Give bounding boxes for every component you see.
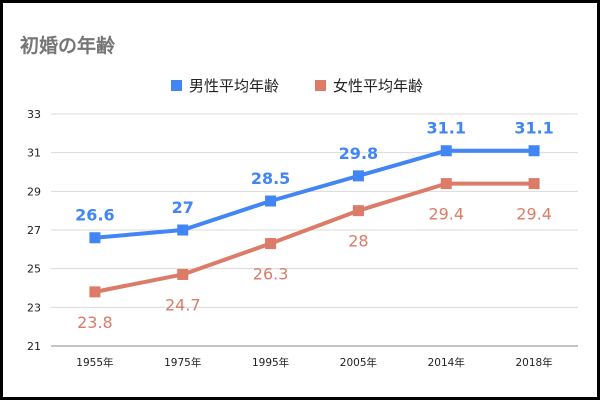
x-tick-label: 2014年 [428,356,465,369]
data-point [528,145,540,157]
x-tick-label: 1975年 [164,356,201,369]
legend: 男性平均年齢 女性平均年齢 [171,77,423,95]
data-label: 23.8 [77,313,113,332]
grid [51,113,578,347]
data-point [177,224,189,236]
data-label: 26.6 [75,206,114,225]
data-point [89,232,101,244]
data-label: 31.1 [427,119,466,138]
legend-label: 男性平均年齢 [189,77,279,95]
legend-label: 女性平均年齢 [333,77,423,95]
y-tick-label: 31 [27,147,41,160]
y-tick-label: 33 [27,108,41,121]
data-label: 29.4 [516,205,552,224]
data-point [352,205,364,217]
data-label: 28 [348,232,368,251]
data-point [352,170,364,182]
data-label: 24.7 [165,295,201,314]
data-label: 26.3 [253,265,289,284]
data-point [528,178,540,190]
y-tick-label: 29 [27,185,41,198]
y-tick-label: 27 [27,224,41,237]
data-label: 27 [172,198,194,217]
legend-swatch [171,80,182,91]
y-tick-label: 23 [27,301,41,314]
y-tick-label: 25 [27,263,41,276]
series-line [94,181,535,294]
y-tick-label: 21 [27,340,41,353]
x-tick-label: 1995年 [252,356,289,369]
x-tick-label: 2005年 [340,356,377,369]
data-label: 31.1 [514,119,553,138]
series-line [94,148,535,240]
chart-title: 初婚の年齢 [20,34,116,57]
data-label: 29.8 [339,144,378,163]
legend-swatch [315,80,326,91]
data-point [440,178,452,190]
data-point [177,268,189,280]
data-label: 28.5 [251,169,290,188]
data-label: 29.4 [428,205,464,224]
x-tick-label: 2018年 [515,356,552,369]
data-point [265,238,277,250]
y-axis: 21 23 25 27 29 31 33 [27,108,41,353]
x-tick-label: 1955年 [76,356,113,369]
data-point [440,145,452,157]
series-layer: 26.6 27 28.5 29.8 31.1 31.1 23.8 24.7 26.3 28 29.4… [75,119,554,332]
data-point [89,286,101,298]
data-point [265,195,277,207]
x-axis: 1955年 1975年 1995年 2005年 2014年 2018年 [76,356,552,369]
